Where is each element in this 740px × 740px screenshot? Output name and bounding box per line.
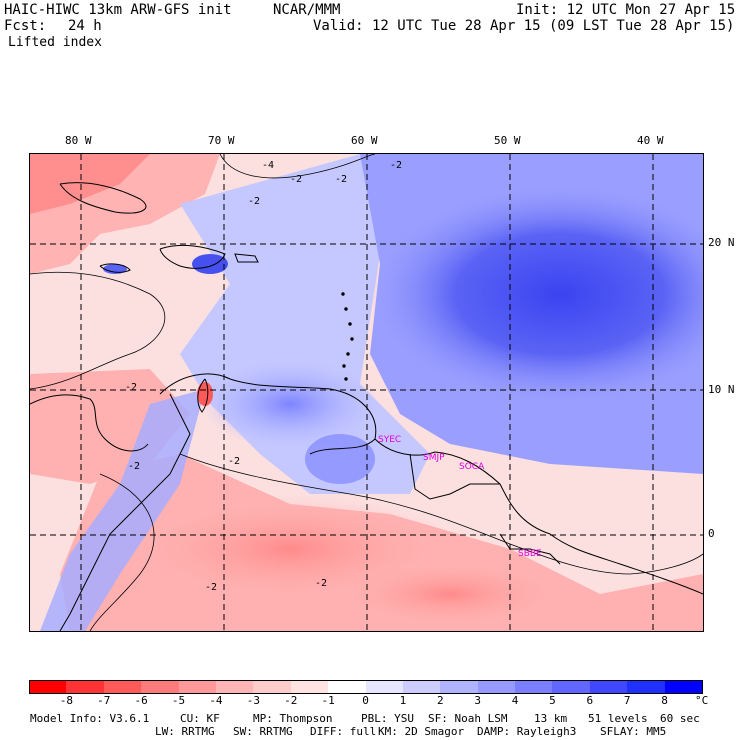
contour-label-7: -2 [128, 461, 140, 472]
coastlines [30, 182, 703, 631]
forecast-label: Fcst: [4, 18, 47, 34]
colorbar-swatch [440, 680, 479, 694]
colorbar-swatch [664, 680, 704, 694]
footer-pbl: PBL: YSU [361, 712, 414, 725]
colorbar-swatch [515, 680, 553, 694]
colorbar-swatch [402, 680, 441, 694]
blue-core-venezuela [200, 359, 380, 449]
lon-label-40w: 40 W [637, 134, 664, 147]
footer-mp: MP: Thompson [253, 712, 333, 725]
blue-core-guyana [305, 434, 375, 484]
station-syec: SYEC [378, 435, 401, 445]
colorbar-tick-label: 7 [623, 694, 631, 707]
colorbar-tick-label: 3 [474, 694, 481, 707]
colorbar-swatch [627, 680, 666, 694]
colorbar-tick-label: 2 [436, 694, 444, 707]
lon-label-70w: 70 W [208, 134, 235, 147]
station-sbbe: SBBE [518, 549, 542, 559]
contour-label-9: -2 [205, 582, 217, 593]
contour-label-5: -2 [248, 196, 260, 207]
blue-spot-jamaica [103, 264, 127, 274]
colorbar-unit: °C [695, 694, 709, 707]
red-core-brazil [330, 559, 570, 629]
contour-label-6: -2 [125, 382, 137, 393]
blue-spot-hispaniola [192, 254, 228, 274]
footer-sflay: SFLAY: MM5 [600, 725, 667, 738]
org-label: NCAR/MMM [273, 2, 341, 18]
footer-cu: CU: KF [180, 712, 220, 725]
colorbar-tick-label: -5 [171, 694, 186, 707]
colorbar-tick-label: 8 [661, 694, 668, 707]
colorbar-tick-label: -2 [284, 694, 298, 707]
contour-label-8: -2 [228, 456, 240, 467]
colorbar-tick-label: -6 [134, 694, 148, 707]
lon-label-60w: 60 W [351, 134, 378, 147]
colorbar-swatch [589, 680, 628, 694]
contour-label-10: -2 [315, 578, 327, 589]
colorbar-tick-label: 4 [511, 694, 519, 707]
colorbar-swatch [253, 680, 292, 694]
colorbar-swatch [178, 680, 217, 694]
footer-sf: SF: Noah LSM [428, 712, 508, 725]
footer-km: KM: 2D Smagor [378, 725, 465, 738]
contour-label-1: -4 [262, 160, 274, 171]
footer-timestep: 60 sec [660, 712, 700, 725]
lat-lon-grid [30, 154, 703, 631]
footer-lw: LW: RRTMG [155, 725, 215, 738]
colorbar-swatch [477, 680, 516, 694]
colorbar-swatch [215, 680, 254, 694]
model-title: HAIC-HIWC 13km ARW-GFS init [4, 2, 232, 18]
lat-label-20n: 20 N [708, 236, 735, 249]
colorbar-tick-label: -8 [59, 694, 73, 707]
colorbar-tick-label: -1 [321, 694, 335, 707]
footer-levels: 51 levels [588, 712, 648, 725]
footer-model-info: Model Info: V3.6.1 [30, 712, 150, 725]
colorbar-tick-label: -4 [209, 694, 223, 707]
colorbar-swatch [66, 680, 105, 694]
footer-damp: DAMP: Rayleigh3 [477, 725, 577, 738]
blue-region-andes [40, 389, 205, 631]
init-time: Init: 12 UTC Mon 27 Apr 15 [516, 2, 736, 18]
lifted-index-map: -4 -2 -2 -2 -2 -2 -2 -2 -2 -2 SYEC SMJP … [29, 153, 704, 632]
colorbar-swatch [552, 680, 591, 694]
lat-label-0: 0 [708, 527, 715, 540]
blue-core-atlantic [370, 184, 703, 404]
colorbar-swatch [365, 680, 404, 694]
station-smjp: SMJP [423, 453, 445, 463]
colorbar-tick-label: 1 [399, 694, 407, 707]
contours-minus-2 [30, 154, 703, 631]
contour-label-2: -2 [290, 174, 302, 185]
lon-label-50w: 50 W [494, 134, 521, 147]
station-soca: SOCA [459, 462, 485, 472]
colorbar-tick-label: -3 [246, 694, 260, 707]
station-labels: SYEC SMJP SOCA SBBE [378, 435, 542, 559]
colorbar-tick-label: 5 [549, 694, 556, 707]
valid-time: Valid: 12 UTC Tue 28 Apr 15 (09 LST Tue … [313, 18, 735, 34]
footer-resolution: 13 km [534, 712, 568, 725]
contour-label-4: -2 [390, 160, 402, 171]
footer-sw: SW: RRTMG [233, 725, 293, 738]
colorbar-tick-label: 0 [362, 694, 369, 707]
colorbar-swatch [103, 680, 142, 694]
colorbar-swatch [141, 680, 180, 694]
colorbar-swatch [290, 680, 329, 694]
colorbar-swatch [29, 680, 68, 694]
footer-diff: DIFF: full [310, 725, 377, 738]
red-region-cuba [30, 154, 150, 214]
lon-label-80w: 80 W [65, 134, 92, 147]
lesser-antilles [341, 292, 354, 381]
forecast-hour: 24 h [68, 18, 102, 34]
colorbar-tick-label: 6 [586, 694, 594, 707]
colorbar-tick-label: -7 [97, 694, 111, 707]
lat-label-10n: 10 N [708, 383, 735, 396]
red-spot-maracaibo [197, 382, 213, 406]
contour-label-group: -4 -2 -2 -2 -2 -2 -2 -2 -2 -2 [125, 160, 402, 593]
colorbar-swatch [328, 680, 366, 694]
contour-label-3: -2 [335, 174, 347, 185]
field-name: Lifted index [8, 35, 102, 50]
